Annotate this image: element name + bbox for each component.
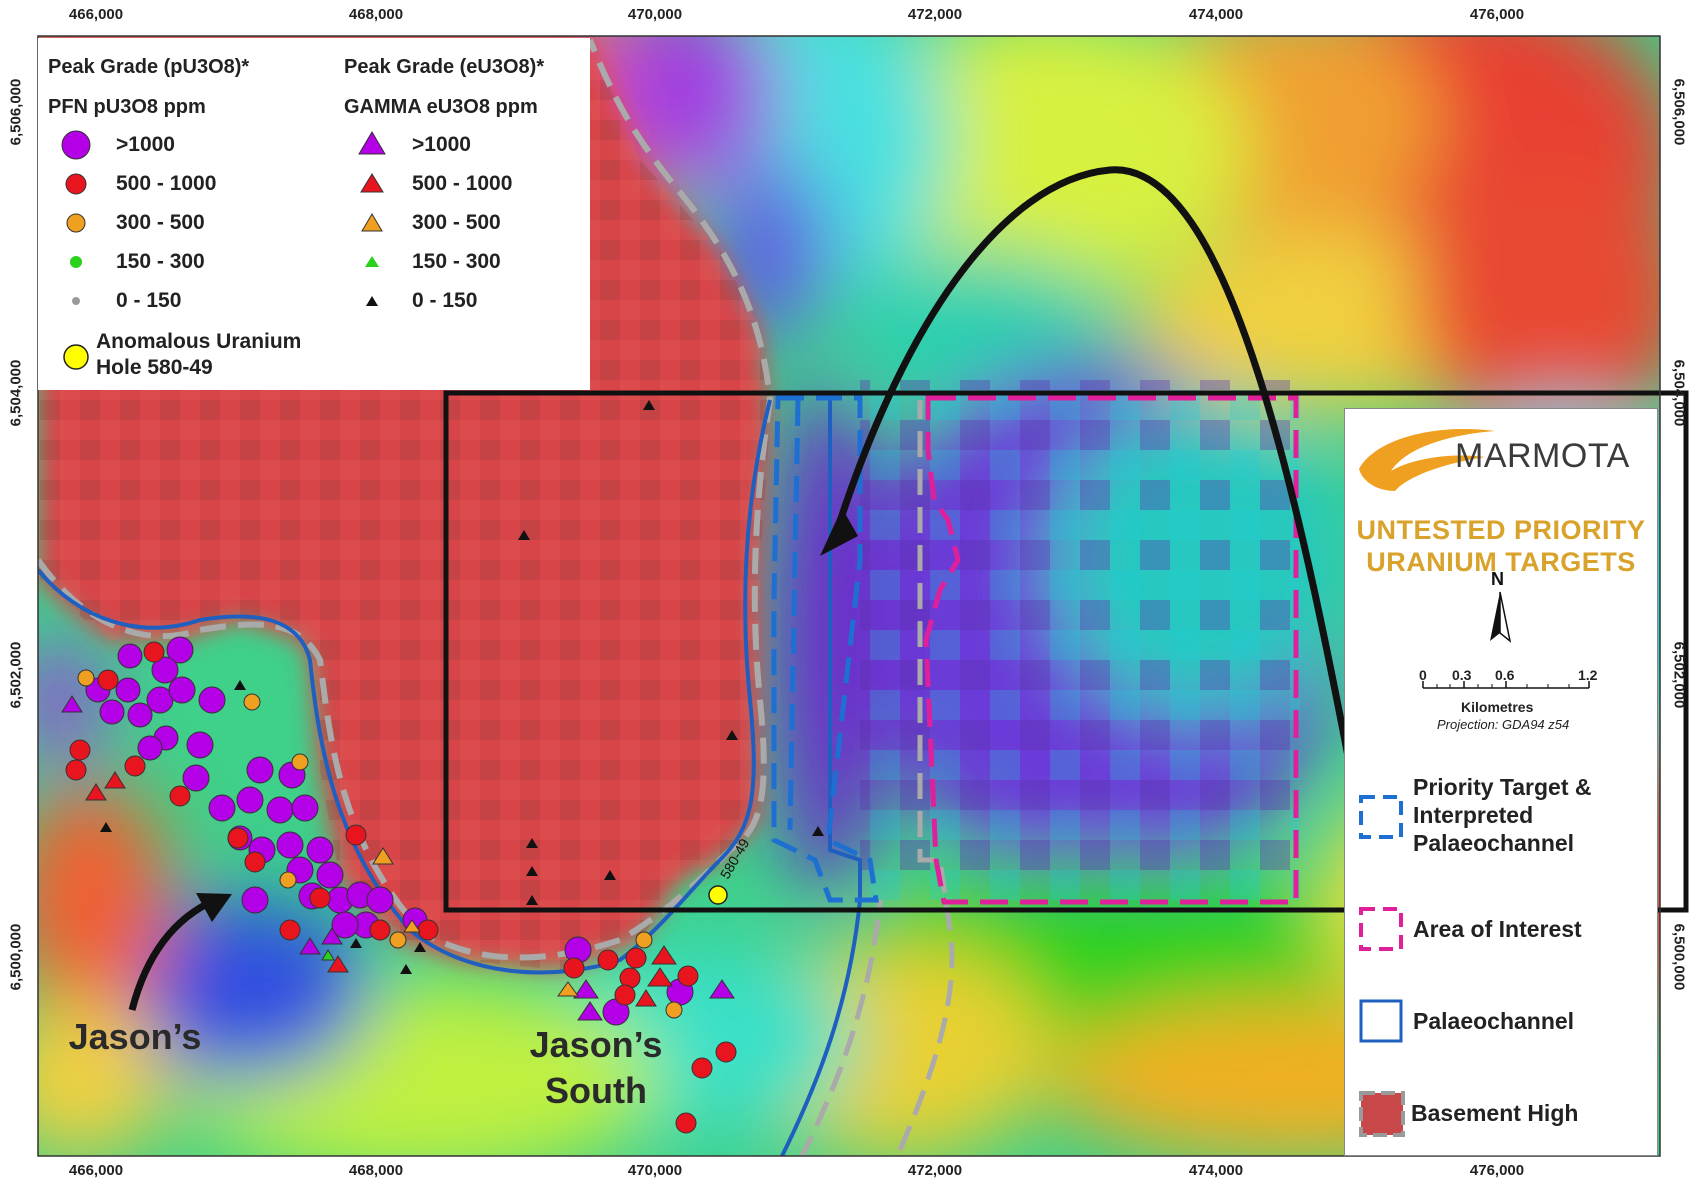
pfn-class-150-300: 150 - 300 [116, 250, 205, 273]
x-tick-470000-top: 470,000 [627, 6, 683, 23]
scale-tick-0-3: 0.3 [1452, 667, 1472, 683]
jasons-label: Jason’s [68, 1016, 202, 1057]
x-tick-476000-bottom: 476,000 [1469, 1162, 1525, 1179]
priority-line2: Interpreted [1413, 802, 1534, 828]
x-tick-472000-bottom: 472,000 [907, 1162, 963, 1179]
priority-line1: Priority Target & [1413, 774, 1592, 800]
jasons-south-line2: South [545, 1070, 647, 1111]
palaeochannel-swatch [1359, 999, 1403, 1043]
y-tick-6504000-right: 6,504,000 [1670, 359, 1688, 427]
targets-line2: URANIUM TARGETS [1366, 547, 1636, 577]
gamma-class-gt1000: >1000 [412, 133, 471, 156]
x-tick-468000-top: 468,000 [348, 6, 404, 23]
north-label: N [1491, 569, 1504, 589]
y-tick-6500000-right: 6,500,000 [1670, 923, 1688, 991]
pfn-class-gt1000: >1000 [116, 133, 175, 156]
x-tick-466000-top: 466,000 [68, 6, 124, 23]
curved-arrow-north [830, 166, 1366, 831]
pfn-class-500-1000: 500 - 1000 [116, 172, 217, 195]
basement-high-label: Basement High [1411, 1100, 1579, 1126]
x-tick-466000-bottom: 466,000 [68, 1162, 124, 1179]
y-tick-6506000-right: 6,506,000 [1670, 78, 1688, 146]
gamma-class-150-300: 150 - 300 [412, 250, 501, 273]
projection-text: Projection: GDA94 z54 [1437, 717, 1570, 732]
area-of-interest-swatch [1359, 907, 1403, 951]
map-key-panel: MARMOTA UNTESTED PRIORITY URANIUM TARGET… [1344, 408, 1658, 1156]
jasons-south-drill-cluster [557, 931, 737, 1134]
y-tick-6504000-left: 6,504,000 [7, 359, 25, 427]
gamma-class-300-500: 300 - 500 [412, 211, 501, 234]
x-tick-468000-bottom: 468,000 [348, 1162, 404, 1179]
key-graphics [1359, 428, 1590, 1137]
grade-legend: Peak Grade (pU3O8)* PFN pU3O8 ppm Peak G… [38, 38, 590, 390]
palaeochannel-label: Palaeochannel [1413, 1008, 1575, 1034]
priority-target-swatch [1359, 795, 1403, 839]
scale-tick-0: 0 [1419, 667, 1427, 683]
legend-symbols [61, 130, 386, 370]
pfn-class-0-150: 0 - 150 [116, 289, 182, 312]
area-of-interest-outline [923, 395, 1299, 905]
anomalous-line1: Anomalous Uranium [96, 330, 302, 353]
gamma-heading: Peak Grade (eU3O8)* [344, 56, 545, 78]
pfn-class-300-500: 300 - 500 [116, 211, 205, 234]
scale-unit: Kilometres [1461, 699, 1534, 715]
y-tick-6506000-left: 6,506,000 [7, 78, 25, 146]
x-tick-472000-top: 472,000 [907, 6, 963, 23]
pfn-subheading: PFN pU3O8 ppm [48, 96, 206, 118]
jasons-south-label: Jason’s South [506, 1022, 686, 1114]
y-tick-6502000-left: 6,502,000 [7, 641, 25, 709]
x-tick-474000-bottom: 474,000 [1188, 1162, 1244, 1179]
priority-target-outline [771, 395, 879, 903]
gamma-class-0-150: 0 - 150 [412, 289, 478, 312]
scale-tick-0-6: 0.6 [1495, 667, 1515, 683]
drill-holes [100, 400, 824, 974]
study-area-rectangle [443, 390, 1689, 913]
scale-tick-1-2: 1.2 [1578, 667, 1598, 683]
anomalous-line2: Hole 580-49 [96, 356, 213, 379]
jasons-south-line1: Jason’s [529, 1024, 663, 1065]
arrow-jasons [128, 896, 217, 1011]
x-tick-474000-top: 474,000 [1188, 6, 1244, 23]
area-of-interest-label: Area of Interest [1413, 916, 1582, 942]
anomalous-hole-580-49 [708, 885, 728, 905]
priority-target-label: Priority Target & Interpreted Palaeochan… [1413, 773, 1592, 857]
palaeochannel-line [38, 399, 772, 975]
basement-boundary-dashed [38, 38, 774, 961]
targets-line1: UNTESTED PRIORITY [1356, 515, 1646, 545]
y-tick-6500000-left: 6,500,000 [7, 923, 25, 991]
north-arrow-icon [1490, 592, 1500, 641]
basement-high-swatch [1359, 1091, 1405, 1137]
marmota-logo-icon [1359, 428, 1495, 491]
pfn-heading: Peak Grade (pU3O8)* [48, 56, 250, 78]
gamma-subheading: GAMMA eU3O8 ppm [344, 96, 538, 118]
company-name: MARMOTA [1455, 437, 1630, 475]
jasons-drill-cluster [61, 636, 439, 973]
x-tick-476000-top: 476,000 [1469, 6, 1525, 23]
priority-line3: Palaeochannel [1413, 830, 1575, 856]
gamma-class-500-1000: 500 - 1000 [412, 172, 513, 195]
y-tick-6502000-right: 6,502,000 [1670, 641, 1688, 709]
x-tick-470000-bottom: 470,000 [627, 1162, 683, 1179]
